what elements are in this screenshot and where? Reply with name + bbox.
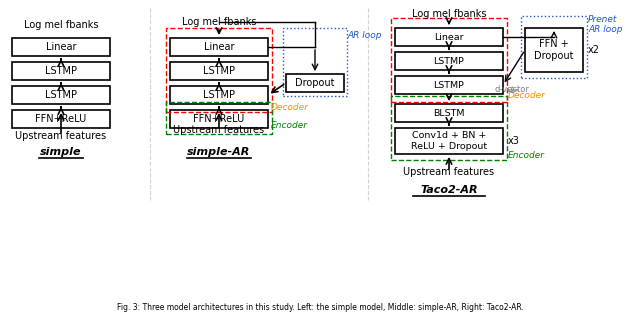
Text: Taco2-AR: Taco2-AR bbox=[420, 185, 478, 195]
Bar bbox=[286, 74, 344, 92]
Text: Linear: Linear bbox=[45, 42, 76, 52]
Text: LSTMP: LSTMP bbox=[433, 81, 465, 89]
Text: Log mel fbanks: Log mel fbanks bbox=[24, 20, 99, 30]
Text: Fig. 3: Three model architectures in this study. Left: the simple model, Middle:: Fig. 3: Three model architectures in thi… bbox=[116, 303, 524, 313]
Text: Encoder: Encoder bbox=[271, 121, 308, 131]
Bar bbox=[391, 96, 507, 160]
Text: FFN+ReLU: FFN+ReLU bbox=[193, 114, 244, 124]
Bar bbox=[395, 104, 503, 122]
Text: Decoder: Decoder bbox=[271, 103, 309, 113]
Text: LSTMP: LSTMP bbox=[203, 66, 235, 76]
Bar bbox=[395, 76, 503, 94]
Text: x3: x3 bbox=[508, 136, 520, 146]
Text: Linear: Linear bbox=[204, 42, 234, 52]
Bar bbox=[170, 110, 268, 128]
Bar bbox=[170, 86, 268, 104]
Bar bbox=[12, 38, 110, 56]
Text: AR loop: AR loop bbox=[347, 30, 381, 40]
Text: Decoder: Decoder bbox=[508, 92, 546, 100]
Text: FFN+ReLU: FFN+ReLU bbox=[35, 114, 86, 124]
Text: Prenet: Prenet bbox=[588, 16, 618, 24]
Text: x2: x2 bbox=[588, 45, 600, 55]
Bar bbox=[525, 28, 583, 72]
Text: LSTMP: LSTMP bbox=[433, 56, 465, 66]
Text: simple: simple bbox=[40, 147, 82, 157]
Bar bbox=[170, 62, 268, 80]
Bar bbox=[12, 110, 110, 128]
Text: simple-AR: simple-AR bbox=[188, 147, 251, 157]
Text: Log mel fbanks: Log mel fbanks bbox=[412, 9, 486, 19]
Bar bbox=[170, 38, 268, 56]
Text: Dropout: Dropout bbox=[295, 78, 335, 88]
Bar bbox=[12, 62, 110, 80]
Text: Encoder: Encoder bbox=[508, 151, 545, 159]
Text: Linear: Linear bbox=[434, 33, 464, 42]
Text: FFN +
Dropout: FFN + Dropout bbox=[534, 39, 573, 61]
Text: LSTMP: LSTMP bbox=[45, 90, 77, 100]
Text: Upstream features: Upstream features bbox=[173, 125, 264, 135]
Bar bbox=[166, 102, 272, 134]
Text: Log mel fbanks: Log mel fbanks bbox=[182, 17, 256, 27]
Bar bbox=[283, 28, 347, 96]
Text: BLSTM: BLSTM bbox=[433, 108, 465, 118]
Text: LSTMP: LSTMP bbox=[203, 90, 235, 100]
Bar bbox=[166, 28, 272, 112]
Text: Upstream features: Upstream features bbox=[403, 167, 495, 177]
Bar bbox=[521, 16, 587, 78]
Bar bbox=[12, 86, 110, 104]
Bar bbox=[391, 18, 507, 102]
Text: AR loop: AR loop bbox=[588, 25, 623, 35]
Text: Conv1d + BN +
ReLU + Dropout: Conv1d + BN + ReLU + Dropout bbox=[411, 131, 487, 151]
Bar bbox=[395, 128, 503, 154]
Text: LSTMP: LSTMP bbox=[45, 66, 77, 76]
Bar bbox=[395, 52, 503, 70]
Text: d-vector: d-vector bbox=[495, 85, 529, 94]
Bar bbox=[395, 28, 503, 46]
Text: Upstream features: Upstream features bbox=[15, 131, 107, 141]
